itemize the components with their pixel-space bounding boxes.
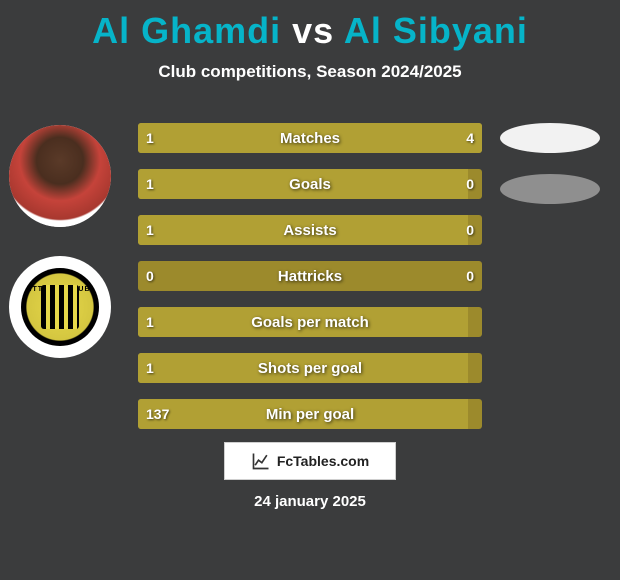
- stat-row: 10Assists: [138, 215, 482, 245]
- stat-label: Shots per goal: [138, 360, 482, 377]
- stats-container: 14Matches 10Goals 10Assists 00Hattricks 1Goa…: [138, 123, 482, 445]
- title-vs: vs: [292, 10, 334, 51]
- player-avatar: [9, 125, 111, 227]
- stat-row: 137Min per goal: [138, 399, 482, 429]
- title-player2: Al Sibyani: [344, 10, 528, 51]
- opponent-marker-1: [500, 123, 600, 153]
- subtitle: Club competitions, Season 2024/2025: [0, 62, 620, 82]
- brand-box: FcTables.com: [224, 442, 396, 480]
- club-stripes-icon: [41, 285, 79, 329]
- stat-label: Goals per match: [138, 314, 482, 331]
- title-player1: Al Ghamdi: [92, 10, 281, 51]
- stat-label: Assists: [138, 222, 482, 239]
- club-badge: ITTIHAD CLUB: [9, 256, 111, 358]
- stat-row: 00Hattricks: [138, 261, 482, 291]
- club-badge-inner: ITTIHAD CLUB: [21, 268, 99, 346]
- chart-icon: [251, 451, 271, 471]
- stat-label: Hattricks: [138, 268, 482, 285]
- page-title: Al Ghamdi vs Al Sibyani: [0, 0, 620, 52]
- footer-date: 24 january 2025: [0, 493, 620, 510]
- stat-row: 1Shots per goal: [138, 353, 482, 383]
- stat-row: 1Goals per match: [138, 307, 482, 337]
- stat-label: Goals: [138, 176, 482, 193]
- stat-label: Min per goal: [138, 406, 482, 423]
- stat-label: Matches: [138, 130, 482, 147]
- stat-row: 14Matches: [138, 123, 482, 153]
- stat-row: 10Goals: [138, 169, 482, 199]
- brand-text: FcTables.com: [277, 453, 369, 469]
- opponent-marker-2: [500, 174, 600, 204]
